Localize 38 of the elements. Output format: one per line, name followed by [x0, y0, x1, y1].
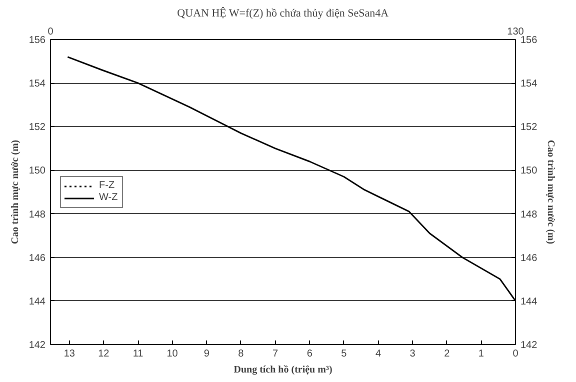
x2-tick-label: 130 — [507, 26, 524, 38]
y-tick-label: 148 — [28, 209, 46, 220]
x-tick-label: 11 — [132, 348, 144, 360]
y2-tick-label: 144 — [520, 296, 538, 308]
y2-tick-label: 146 — [520, 252, 538, 264]
y-tick-label: 150 — [28, 166, 46, 177]
x-tick-label: 4 — [375, 348, 382, 360]
y-tick-label: 144 — [28, 296, 46, 308]
x2-tick-label: 0 — [48, 26, 54, 38]
chart-title: QUAN HỆ W=f(Z) hồ chứa thủy điện SeSan4A — [177, 6, 389, 20]
y2-tick-label: 156 — [520, 35, 538, 46]
x-tick-label: 8 — [238, 348, 244, 360]
y2-tick-label: 152 — [520, 122, 538, 134]
x-tick-label: 13 — [64, 348, 76, 360]
y-tick-label: 142 — [28, 340, 46, 351]
x-axis-title: Dung tích hồ (triệu m³) — [234, 364, 332, 376]
x-tick-label: 1 — [478, 348, 484, 360]
x-tick-label: 12 — [98, 348, 110, 360]
legend-label: F-Z — [99, 180, 116, 192]
legend-label: W-Z — [99, 192, 119, 204]
x-tick-label: 9 — [204, 348, 210, 360]
y-tick-label: 156 — [28, 35, 46, 46]
y-tick-label: 152 — [28, 122, 46, 134]
y2-axis-title: Cao trình mực nước (m) — [545, 140, 556, 244]
x-tick-label: 0 — [512, 348, 519, 360]
y2-tick-label: 148 — [520, 209, 538, 220]
y-axis-title: Cao trình mực nước (m) — [10, 140, 21, 244]
y-tick-label: 154 — [28, 78, 46, 90]
y2-tick-label: 150 — [520, 166, 538, 177]
x-tick-label: 10 — [166, 348, 178, 360]
y-tick-label: 146 — [28, 252, 46, 264]
x-tick-label: 5 — [341, 348, 348, 360]
x-tick-label: 3 — [410, 348, 416, 360]
x-tick-label: 6 — [306, 348, 313, 360]
x-tick-label: 2 — [444, 348, 450, 360]
y2-tick-label: 142 — [520, 340, 538, 351]
x-tick-label: 7 — [272, 348, 278, 360]
y2-tick-label: 154 — [520, 78, 538, 90]
